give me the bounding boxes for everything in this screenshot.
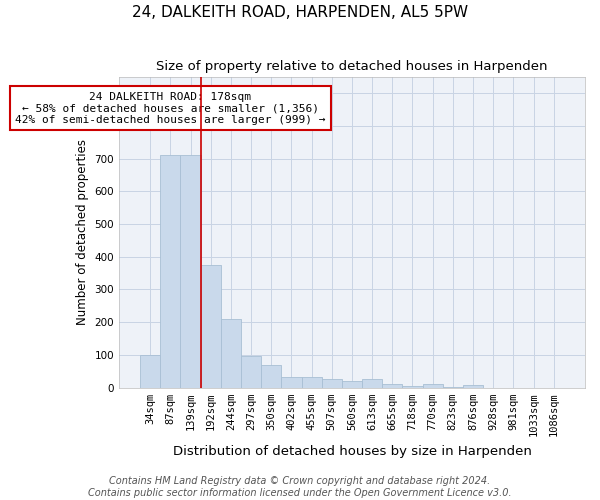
Bar (302, 377, 322, 388)
X-axis label: Distribution of detached houses by size in Harpenden: Distribution of detached houses by size … (173, 444, 532, 458)
Bar (241, 356, 261, 388)
Bar (160, 156, 181, 388)
Bar (382, 384, 403, 388)
Bar (443, 387, 463, 388)
Bar (362, 380, 382, 388)
Bar (221, 319, 241, 388)
Y-axis label: Number of detached properties: Number of detached properties (76, 139, 89, 325)
Bar (322, 378, 342, 388)
Bar (200, 265, 221, 388)
Bar (281, 377, 302, 388)
Bar (181, 156, 200, 388)
Bar (422, 384, 443, 388)
Bar (403, 386, 422, 388)
Bar (261, 364, 281, 388)
Text: Contains HM Land Registry data © Crown copyright and database right 2024.
Contai: Contains HM Land Registry data © Crown c… (88, 476, 512, 498)
Title: Size of property relative to detached houses in Harpenden: Size of property relative to detached ho… (156, 60, 548, 73)
Bar (342, 381, 362, 388)
Text: 24 DALKEITH ROAD: 178sqm
← 58% of detached houses are smaller (1,356)
42% of sem: 24 DALKEITH ROAD: 178sqm ← 58% of detach… (15, 92, 326, 125)
Bar (140, 355, 160, 388)
Text: 24, DALKEITH ROAD, HARPENDEN, AL5 5PW: 24, DALKEITH ROAD, HARPENDEN, AL5 5PW (132, 5, 468, 20)
Bar (463, 386, 483, 388)
